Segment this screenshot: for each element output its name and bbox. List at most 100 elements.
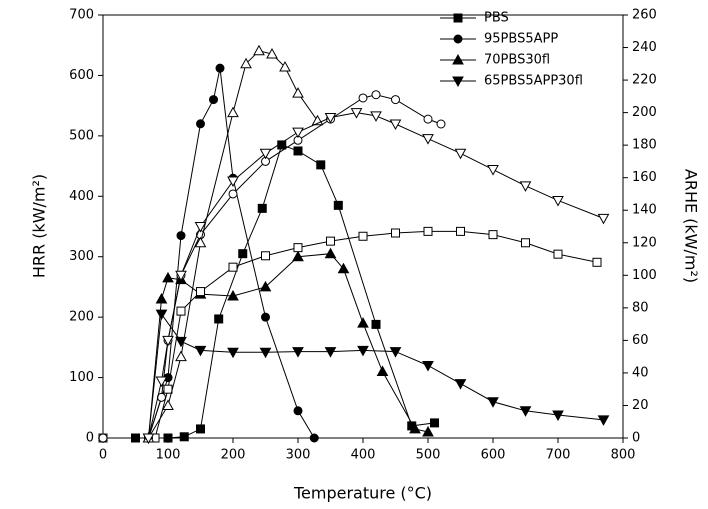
marker bbox=[452, 53, 464, 65]
marker bbox=[162, 335, 174, 347]
marker bbox=[194, 222, 207, 233]
marker bbox=[358, 231, 368, 241]
marker bbox=[423, 226, 433, 236]
marker bbox=[238, 249, 248, 259]
y2-tick-label: 20 bbox=[632, 398, 649, 413]
marker bbox=[422, 134, 434, 145]
marker bbox=[240, 57, 252, 69]
marker bbox=[521, 238, 530, 248]
series-line bbox=[148, 112, 604, 439]
marker bbox=[597, 213, 610, 225]
marker bbox=[162, 271, 174, 283]
marker bbox=[98, 433, 108, 443]
marker bbox=[227, 106, 239, 118]
x-tick-label: 0 bbox=[99, 448, 107, 463]
y2-tick-label: 240 bbox=[632, 40, 657, 55]
marker bbox=[176, 231, 186, 241]
marker bbox=[391, 95, 400, 105]
marker bbox=[309, 433, 319, 443]
marker bbox=[227, 176, 239, 187]
y-tick-label: 100 bbox=[69, 370, 94, 385]
marker bbox=[357, 345, 369, 357]
marker bbox=[454, 379, 467, 390]
y2-tick-label: 0 bbox=[632, 431, 640, 446]
x-tick-label: 500 bbox=[416, 448, 441, 463]
marker bbox=[553, 249, 563, 259]
marker bbox=[215, 63, 225, 73]
marker bbox=[452, 76, 464, 88]
marker bbox=[326, 236, 335, 246]
marker bbox=[194, 345, 207, 357]
y-tick-label: 400 bbox=[69, 189, 94, 204]
marker bbox=[324, 347, 337, 358]
marker bbox=[155, 309, 168, 321]
marker bbox=[142, 433, 155, 445]
y2-tick-label: 200 bbox=[632, 105, 657, 120]
marker bbox=[292, 127, 304, 139]
marker bbox=[456, 226, 465, 236]
marker bbox=[257, 203, 267, 213]
y-axis-title: HRR (kW/m²) bbox=[30, 174, 49, 278]
y2-tick-label: 160 bbox=[632, 170, 657, 185]
marker bbox=[228, 262, 238, 272]
marker bbox=[371, 90, 381, 100]
marker bbox=[358, 93, 368, 103]
x-tick-label: 400 bbox=[351, 448, 376, 463]
marker bbox=[175, 270, 187, 282]
y2-tick-label: 80 bbox=[632, 300, 649, 315]
marker bbox=[487, 165, 499, 176]
marker bbox=[376, 365, 389, 377]
x-axis-title: Temperature (°C) bbox=[293, 484, 432, 503]
y2-tick-label: 220 bbox=[632, 73, 657, 88]
marker bbox=[228, 189, 238, 199]
x-tick-label: 100 bbox=[156, 448, 181, 463]
marker bbox=[454, 148, 467, 160]
marker bbox=[436, 119, 446, 129]
marker bbox=[453, 34, 463, 44]
marker bbox=[292, 87, 304, 98]
marker bbox=[266, 48, 278, 59]
marker bbox=[293, 406, 303, 416]
y-tick-label: 700 bbox=[69, 8, 94, 23]
marker bbox=[333, 200, 343, 210]
marker bbox=[293, 243, 303, 253]
marker bbox=[259, 280, 272, 292]
marker bbox=[453, 13, 463, 23]
marker bbox=[409, 422, 421, 434]
marker bbox=[176, 306, 186, 316]
y-tick-label: 600 bbox=[69, 68, 94, 83]
marker bbox=[292, 347, 304, 358]
marker bbox=[194, 236, 207, 248]
y-tick-label: 300 bbox=[69, 249, 94, 264]
marker bbox=[253, 44, 265, 56]
marker bbox=[259, 347, 272, 359]
y2-tick-label: 180 bbox=[632, 138, 657, 153]
y2-tick-label: 120 bbox=[632, 235, 657, 250]
y2-tick-label: 260 bbox=[632, 8, 657, 23]
x-tick-label: 700 bbox=[546, 448, 571, 463]
marker bbox=[227, 347, 239, 359]
marker bbox=[214, 314, 224, 324]
marker bbox=[196, 119, 205, 129]
marker bbox=[324, 247, 337, 259]
marker bbox=[261, 251, 270, 261]
marker bbox=[175, 350, 187, 362]
marker bbox=[162, 399, 174, 410]
y2-tick-label: 140 bbox=[632, 203, 657, 218]
y2-tick-label: 100 bbox=[632, 268, 657, 283]
marker bbox=[552, 410, 564, 422]
marker bbox=[592, 257, 602, 267]
marker bbox=[423, 114, 433, 124]
marker bbox=[371, 319, 381, 329]
marker bbox=[196, 287, 205, 297]
x-tick-label: 800 bbox=[611, 448, 636, 463]
marker bbox=[519, 406, 532, 417]
marker bbox=[163, 433, 173, 443]
y-tick-label: 0 bbox=[86, 431, 94, 446]
y2-tick-label: 40 bbox=[632, 365, 649, 380]
y2-axis-title: ARHE (kW/m²) bbox=[682, 169, 701, 283]
marker bbox=[337, 262, 350, 274]
legend-label: 70PBS30fl bbox=[484, 53, 550, 68]
marker bbox=[389, 347, 402, 358]
marker bbox=[422, 360, 434, 372]
